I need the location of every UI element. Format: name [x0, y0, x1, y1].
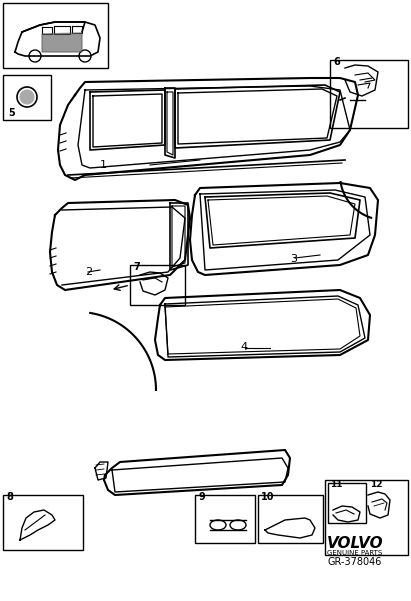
Text: 8: 8 [6, 492, 13, 502]
Bar [258, 495, 323, 543]
Bar [3, 495, 83, 550]
Polygon shape [42, 33, 82, 52]
Bar [130, 265, 185, 305]
Text: 10: 10 [261, 492, 275, 502]
Text: VOLVO: VOLVO [327, 535, 383, 551]
Text: 2: 2 [85, 267, 92, 277]
Text: 11: 11 [330, 480, 342, 489]
Text: 7: 7 [133, 262, 140, 272]
Text: 1: 1 [100, 160, 107, 170]
Bar [195, 495, 255, 543]
Text: 6: 6 [333, 57, 340, 67]
Text: 4: 4 [240, 342, 247, 352]
Text: 9: 9 [198, 492, 205, 502]
Bar [330, 60, 408, 128]
Text: 3: 3 [290, 254, 297, 264]
Text: GENUINE PARTS: GENUINE PARTS [328, 550, 383, 556]
Bar [328, 483, 366, 523]
Text: GR-378046: GR-378046 [328, 557, 382, 567]
Text: 5: 5 [8, 108, 15, 118]
Circle shape [20, 90, 34, 104]
Bar [3, 75, 51, 120]
Bar [3, 3, 108, 68]
Bar [325, 480, 408, 555]
Text: 12: 12 [370, 480, 383, 489]
